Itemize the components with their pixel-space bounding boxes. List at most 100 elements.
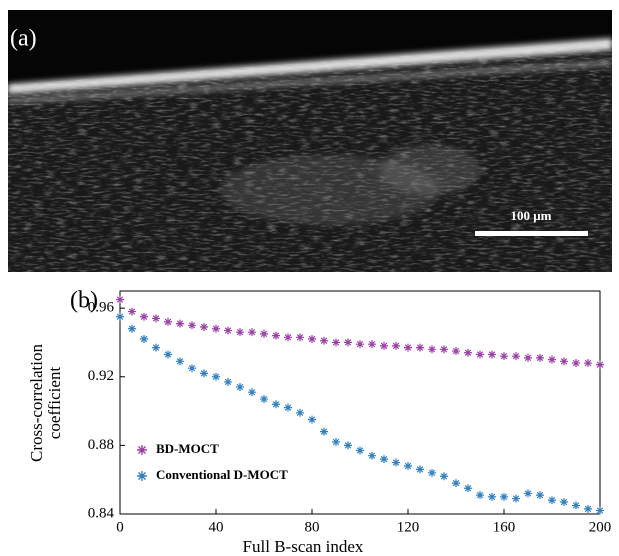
marker xyxy=(488,350,496,358)
legend-label: BD-MOCT xyxy=(156,441,219,456)
marker xyxy=(188,321,196,329)
marker xyxy=(404,462,412,470)
marker xyxy=(200,369,208,377)
marker xyxy=(224,378,232,386)
marker xyxy=(284,404,292,412)
marker xyxy=(416,465,424,473)
marker xyxy=(344,338,352,346)
marker xyxy=(236,383,244,391)
panel-label: (a) xyxy=(10,26,37,52)
y-tick-label: 0.88 xyxy=(88,437,114,453)
y-tick-label: 0.84 xyxy=(88,505,115,521)
marker xyxy=(380,342,388,350)
marker xyxy=(512,352,520,360)
marker xyxy=(572,359,580,367)
marker xyxy=(260,395,268,403)
marker xyxy=(584,505,592,513)
marker xyxy=(368,452,376,460)
marker xyxy=(596,361,604,369)
y-axis-label: Cross-correlation xyxy=(27,343,46,462)
marker xyxy=(380,455,388,463)
scale-bar xyxy=(475,231,588,236)
marker xyxy=(320,428,328,436)
marker xyxy=(452,479,460,487)
x-axis-label: Full B-scan index xyxy=(243,537,364,556)
marker xyxy=(464,484,472,492)
x-tick-label: 120 xyxy=(397,519,420,535)
marker xyxy=(596,507,604,515)
x-tick-label: 0 xyxy=(116,519,124,535)
marker xyxy=(188,364,196,372)
marker xyxy=(560,357,568,365)
marker xyxy=(224,326,232,334)
marker xyxy=(236,328,244,336)
marker xyxy=(272,400,280,408)
marker xyxy=(392,342,400,350)
marker xyxy=(548,356,556,364)
figure: (a) 100 μm (b) Full B-scan index Cross-c… xyxy=(0,0,619,556)
marker xyxy=(308,335,316,343)
marker xyxy=(332,338,340,346)
marker xyxy=(476,491,484,499)
marker xyxy=(512,495,520,503)
marker xyxy=(332,438,340,446)
y-tick-label: 0.96 xyxy=(88,300,115,316)
marker xyxy=(140,335,148,343)
marker xyxy=(176,320,184,328)
marker xyxy=(284,333,292,341)
marker xyxy=(368,340,376,348)
marker xyxy=(140,313,148,321)
marker xyxy=(152,344,160,352)
marker xyxy=(536,491,544,499)
marker xyxy=(428,345,436,353)
marker xyxy=(116,313,124,321)
marker xyxy=(212,373,220,381)
marker xyxy=(404,344,412,352)
marker xyxy=(572,501,580,509)
marker xyxy=(548,496,556,504)
marker xyxy=(344,441,352,449)
marker xyxy=(164,318,172,326)
marker xyxy=(536,354,544,362)
marker xyxy=(524,489,532,497)
x-tick-label: 40 xyxy=(209,519,224,535)
marker xyxy=(584,359,592,367)
marker xyxy=(524,354,532,362)
marker xyxy=(560,498,568,506)
marker xyxy=(416,344,424,352)
marker xyxy=(272,332,280,340)
y-axis-label: coefficient xyxy=(45,367,64,440)
marker xyxy=(116,296,124,304)
marker xyxy=(476,350,484,358)
legend-marker xyxy=(137,471,147,481)
marker xyxy=(356,447,364,455)
marker xyxy=(440,345,448,353)
legend-marker xyxy=(137,445,147,455)
marker xyxy=(296,409,304,417)
marker xyxy=(296,333,304,341)
marker xyxy=(260,330,268,338)
x-tick-label: 200 xyxy=(589,519,612,535)
marker xyxy=(248,388,256,396)
x-tick-label: 80 xyxy=(305,519,320,535)
marker xyxy=(440,472,448,480)
marker xyxy=(488,493,496,501)
oct-image xyxy=(8,10,612,272)
legend-label: Conventional D-MOCT xyxy=(156,467,288,482)
marker xyxy=(212,325,220,333)
marker xyxy=(200,323,208,331)
marker xyxy=(176,357,184,365)
marker xyxy=(392,459,400,467)
marker xyxy=(308,416,316,424)
marker xyxy=(320,337,328,345)
y-tick-label: 0.92 xyxy=(88,368,114,384)
marker xyxy=(248,328,256,336)
marker xyxy=(164,350,172,358)
marker xyxy=(356,340,364,348)
marker xyxy=(128,308,136,316)
marker xyxy=(128,325,136,333)
marker xyxy=(452,347,460,355)
marker xyxy=(428,469,436,477)
marker xyxy=(500,493,508,501)
marker xyxy=(464,349,472,357)
